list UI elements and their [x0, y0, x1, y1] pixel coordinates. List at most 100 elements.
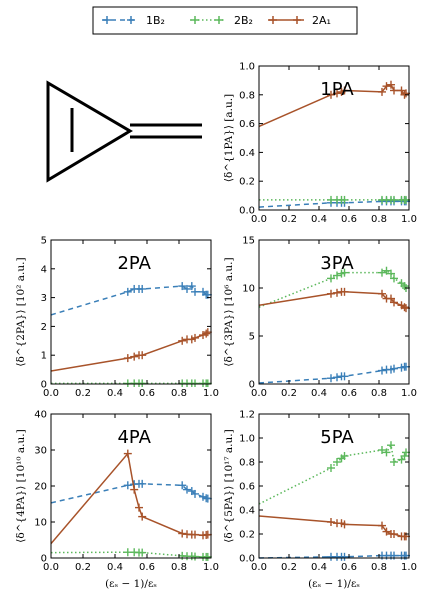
data-point	[203, 379, 212, 387]
data-point	[203, 328, 212, 337]
data-point	[333, 373, 341, 382]
x-tick-label: 0.2	[281, 214, 297, 225]
y-axis-label: ⟨δ^{2PA}⟩ [10² a.u.]	[15, 257, 27, 366]
y-tick-label: 0.6	[239, 119, 255, 130]
data-point	[378, 289, 386, 298]
x-tick-label: 0.4	[311, 388, 327, 399]
data-point	[203, 494, 212, 503]
x-tick-label: 0.4	[107, 388, 123, 399]
panel-title: 2PA	[117, 253, 151, 274]
plot-frame	[258, 239, 410, 385]
y-tick-label: 0.0	[239, 554, 255, 565]
data-point	[333, 271, 341, 280]
legend-entry: 2B₂	[190, 14, 253, 27]
y-axis-label: ⟨δ^{1PA}⟩ [a.u.]	[223, 94, 235, 182]
y-tick-label: 5	[249, 332, 255, 343]
legend-marker	[293, 16, 301, 24]
data-point	[340, 287, 349, 296]
data-point	[202, 329, 211, 338]
chart-panel-4pa: 0.0 0.2 0.4 0.6 0.8 1.0 0 10 20 30 40 4PA ⟨δ^{4PA}⟩ …	[15, 410, 219, 591]
x-tick-label: 0.0	[251, 562, 267, 573]
series-line	[51, 451, 208, 545]
panel-title: 5PA	[320, 427, 354, 448]
data-point	[138, 548, 147, 557]
legend: 1B₂ 2B₂ 2A₁	[92, 6, 358, 35]
y-tick-label: 0	[41, 554, 47, 565]
data-point	[183, 485, 191, 494]
data-point	[191, 530, 199, 539]
series-1	[51, 548, 212, 561]
data-point	[327, 464, 335, 472]
y-tick-label: 1.0	[239, 434, 255, 445]
x-tick-label: 0.4	[311, 214, 327, 225]
x-tick-label: 0.4	[107, 562, 123, 573]
data-point	[178, 282, 187, 291]
x-tick-label: 0.2	[281, 562, 297, 573]
data-point	[390, 195, 398, 204]
chart-panel-1pa: 0.0 0.2 0.4 0.6 0.8 1.0 0.0 0.2 0.4 0.6 0.8 1.0 1PA ⟨…	[223, 62, 417, 226]
x-tick-label: 0.2	[281, 388, 297, 399]
data-point	[327, 90, 335, 99]
x-tick-label: 1.0	[401, 562, 417, 573]
y-axis-label: ⟨δ^{5PA}⟩ [10¹⁷ a.u.]	[223, 429, 235, 542]
plot-frame	[258, 65, 410, 211]
y-tick-label: 5	[41, 236, 47, 247]
series-0	[51, 479, 212, 504]
x-axis-label: (εₛ − 1)/εₛ	[105, 578, 157, 590]
panel-title: 4PA	[117, 427, 151, 448]
x-tick-label: 1.0	[203, 562, 219, 573]
data-point	[187, 282, 196, 291]
data-point	[191, 552, 199, 561]
x-tick-label: 0.0	[43, 388, 59, 399]
legend-marker	[127, 16, 135, 24]
y-tick-label: 0.8	[239, 458, 255, 469]
series-line	[259, 443, 407, 505]
x-axis-label: (εₛ − 1)/εₛ	[308, 578, 360, 590]
data-point	[138, 379, 147, 387]
chart-panel-5pa: 0.0 0.2 0.4 0.6 0.8 1.0 0.0 0.2 0.4 0.6 0.8 1.0 1.2 5…	[223, 410, 417, 591]
y-tick-label: 0.2	[239, 177, 255, 188]
series-2	[259, 287, 410, 313]
data-point	[191, 333, 199, 342]
series-line	[51, 483, 208, 504]
y-tick-label: 10	[242, 284, 255, 295]
y-tick-label: 0	[41, 380, 47, 391]
series-line	[51, 285, 208, 316]
x-tick-label: 0.0	[251, 214, 267, 225]
y-tick-label: 0	[249, 380, 255, 391]
data-point	[387, 80, 395, 89]
data-point	[138, 512, 147, 521]
data-point	[378, 87, 386, 96]
data-point	[138, 351, 147, 360]
data-point	[378, 366, 386, 375]
y-tick-label: 0.2	[239, 530, 255, 541]
x-tick-label: 1.0	[203, 388, 219, 399]
data-point	[191, 287, 199, 296]
data-point	[123, 481, 132, 490]
data-point	[387, 441, 395, 450]
y-tick-label: 0.4	[239, 148, 255, 159]
data-point	[382, 82, 391, 91]
data-point	[130, 352, 139, 361]
series-line	[51, 331, 209, 372]
data-point	[138, 284, 147, 293]
legend-marker	[215, 16, 223, 24]
data-point	[123, 449, 132, 458]
x-tick-label: 0.6	[341, 562, 357, 573]
y-tick-label: 1.2	[239, 410, 255, 421]
y-tick-label: 0.8	[239, 90, 255, 101]
legend-entry: 1B₂	[102, 14, 165, 27]
data-point	[382, 527, 391, 536]
y-tick-label: 0.6	[239, 482, 255, 493]
x-tick-label: 0.8	[371, 562, 387, 573]
data-point	[135, 503, 143, 512]
y-tick-label: 20	[34, 482, 47, 493]
y-tick-label: 4	[41, 264, 47, 275]
data-point	[382, 448, 391, 457]
data-point	[400, 452, 409, 460]
series-2	[51, 449, 212, 545]
legend-frame	[92, 6, 358, 35]
data-point	[178, 336, 187, 345]
x-tick-label: 1.0	[401, 214, 417, 225]
x-tick-label: 0.6	[139, 388, 155, 399]
